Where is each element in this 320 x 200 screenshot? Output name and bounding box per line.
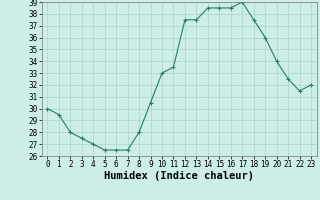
X-axis label: Humidex (Indice chaleur): Humidex (Indice chaleur)	[104, 171, 254, 181]
